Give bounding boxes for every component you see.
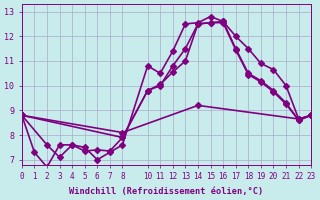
X-axis label: Windchill (Refroidissement éolien,°C): Windchill (Refroidissement éolien,°C) [69,187,264,196]
